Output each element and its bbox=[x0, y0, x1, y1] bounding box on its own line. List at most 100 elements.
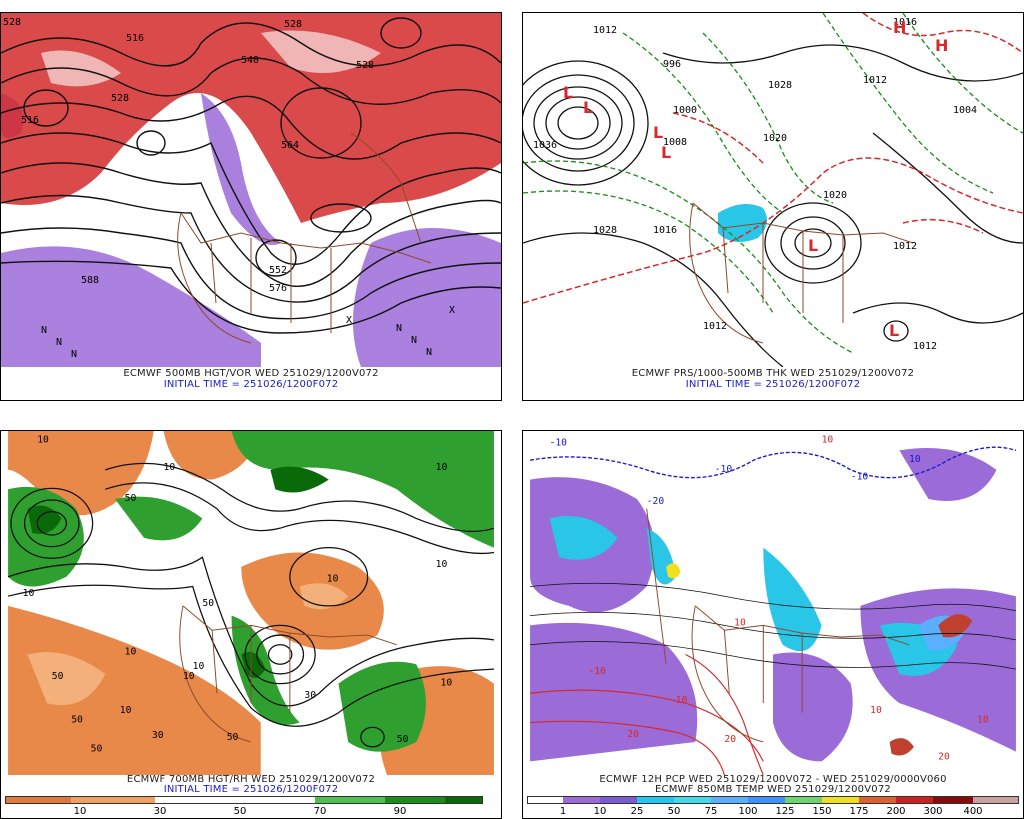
map-label: -10 bbox=[715, 464, 733, 475]
map-label: 30 bbox=[152, 730, 164, 741]
colorbar-segment bbox=[71, 796, 155, 804]
colorbar-segment bbox=[973, 796, 1019, 804]
map-label: 10 bbox=[436, 559, 448, 570]
colorbar-tick: 300 bbox=[923, 806, 943, 817]
map-label: 50 bbox=[202, 598, 214, 609]
low-pressure-label: L bbox=[583, 98, 593, 117]
colorbar-segment bbox=[527, 796, 563, 804]
colorbar-tick: 30 bbox=[153, 806, 167, 817]
map-label: 50 bbox=[125, 493, 137, 504]
map-label: N bbox=[411, 335, 417, 346]
panel-initial-time: INITIAL TIME = 251026/1200F072 bbox=[163, 379, 339, 390]
map-label: N bbox=[426, 347, 432, 358]
colorbar-tick: 50 bbox=[233, 806, 247, 817]
colorbar-segment bbox=[315, 796, 385, 804]
map-label: 50 bbox=[52, 671, 64, 682]
map-label: 10 bbox=[734, 617, 746, 628]
map-label: 20 bbox=[938, 751, 950, 762]
map-label: N bbox=[396, 323, 402, 334]
panel-pressure-thickness: 1012 1012 1028 1020 1004 1016 1036 1008 … bbox=[522, 12, 1024, 401]
precip-colorbar: 1 10 25 50 75 100 125 150 175 200 300 40… bbox=[527, 796, 1019, 818]
map-label: 576 bbox=[269, 283, 287, 294]
map-label: 1012 bbox=[863, 75, 887, 86]
colorbar-tick: 100 bbox=[738, 806, 758, 817]
map-label: 1004 bbox=[953, 105, 977, 116]
map-label: 20 bbox=[724, 734, 736, 745]
colorbar-frame bbox=[527, 796, 1019, 804]
colorbar-tick: 175 bbox=[849, 806, 869, 817]
panel-precip-850mb-temp: -10 -10 10 -20 -10 10 10 -10 10 20 20 20… bbox=[522, 430, 1024, 819]
low-pressure-label: L bbox=[563, 83, 573, 102]
panel-caption: ECMWF PRS/1000-500MB THK WED 251029/1200… bbox=[631, 368, 915, 379]
low-pressure-label: L bbox=[808, 236, 818, 255]
colorbar-segment bbox=[859, 796, 896, 804]
colorbar-tick: 400 bbox=[963, 806, 983, 817]
map-label: 50 bbox=[397, 734, 409, 745]
colorbar-tick: 125 bbox=[775, 806, 795, 817]
map-label: 1012 bbox=[893, 241, 917, 252]
colorbar-tick: 10 bbox=[73, 806, 87, 817]
map-label: 1020 bbox=[763, 133, 787, 144]
map-label: 10 bbox=[37, 435, 49, 446]
map-label: 10 bbox=[23, 588, 35, 599]
colorbar-segment bbox=[5, 796, 71, 804]
map-precip: -10 -10 10 -20 -10 10 10 -10 10 20 20 20… bbox=[529, 431, 1017, 775]
panel-500mb-height-vorticity: 528 516 516 528 528 540 528 564 552 576 … bbox=[0, 12, 502, 401]
colorbar-frame bbox=[5, 796, 483, 804]
colorbar-segment bbox=[785, 796, 822, 804]
colorbar-tick: 75 bbox=[704, 806, 718, 817]
low-pressure-label: L bbox=[653, 123, 663, 142]
map-label: 10 bbox=[120, 705, 132, 716]
map-label: 528 bbox=[356, 60, 374, 71]
map-label: 588 bbox=[81, 275, 99, 286]
map-label: 10 bbox=[977, 715, 989, 726]
map-label: 540 bbox=[241, 55, 259, 66]
map-label: 516 bbox=[126, 33, 144, 44]
colorbar-tick: 10 bbox=[593, 806, 607, 817]
colorbar-segment bbox=[711, 796, 748, 804]
map-label: -10 bbox=[851, 472, 869, 483]
panel-caption: ECMWF 12H PCP WED 251029/1200V072 - WED … bbox=[599, 774, 947, 785]
map-label: 50 bbox=[71, 715, 83, 726]
map-label: 1028 bbox=[768, 80, 792, 91]
panel-initial-time: INITIAL TIME = 251026/1200F072 bbox=[163, 784, 339, 795]
colorbar-segment bbox=[563, 796, 600, 804]
colorbar-segment bbox=[933, 796, 973, 804]
map-label: X bbox=[449, 305, 455, 316]
map-label: 30 bbox=[304, 690, 316, 701]
map-label: 10 bbox=[870, 705, 882, 716]
map-label: 10 bbox=[164, 462, 176, 473]
map-700mb: 50 10 10 50 10 10 50 10 10 50 50 10 10 3… bbox=[7, 431, 495, 775]
map-label: 50 bbox=[227, 732, 239, 743]
panel-secondary-caption: ECMWF 850MB TEMP WED 251029/1200V072 bbox=[655, 784, 891, 795]
map-label: N bbox=[56, 337, 62, 348]
colorbar-tick: 1 bbox=[559, 806, 567, 817]
map-label: 10 bbox=[125, 647, 137, 658]
map-label: 528 bbox=[3, 17, 21, 28]
colorbar-segment bbox=[822, 796, 859, 804]
map-label: N bbox=[71, 349, 77, 360]
map-label: 552 bbox=[269, 265, 287, 276]
map-500mb: 528 516 516 528 528 540 528 564 552 576 … bbox=[1, 13, 501, 367]
rh-colorbar: 10 30 50 70 90 bbox=[5, 796, 483, 818]
colorbar-segment bbox=[896, 796, 933, 804]
map-label: -20 bbox=[647, 496, 665, 507]
map-label: -10 bbox=[588, 666, 606, 677]
map-label: 10 bbox=[909, 454, 921, 465]
map-label: 10 bbox=[676, 695, 688, 706]
colorbar-segment bbox=[385, 796, 445, 804]
panel-initial-time: INITIAL TIME = 251026/1200F072 bbox=[685, 379, 861, 390]
map-label: 1036 bbox=[533, 140, 557, 151]
map-label: N bbox=[41, 325, 47, 336]
map-label: 528 bbox=[284, 19, 302, 30]
map-label: 10 bbox=[436, 462, 448, 473]
map-label: 1012 bbox=[593, 25, 617, 36]
map-label: 996 bbox=[663, 59, 681, 70]
colorbar-segment bbox=[674, 796, 711, 804]
low-pressure-label: L bbox=[889, 321, 899, 340]
colorbar-tick: 50 bbox=[667, 806, 681, 817]
map-label: -10 bbox=[549, 438, 567, 449]
map-label: 516 bbox=[21, 115, 39, 126]
high-pressure-label: H bbox=[935, 36, 948, 55]
panel-caption: ECMWF 700MB HGT/RH WED 251029/1200V072 bbox=[126, 774, 376, 785]
